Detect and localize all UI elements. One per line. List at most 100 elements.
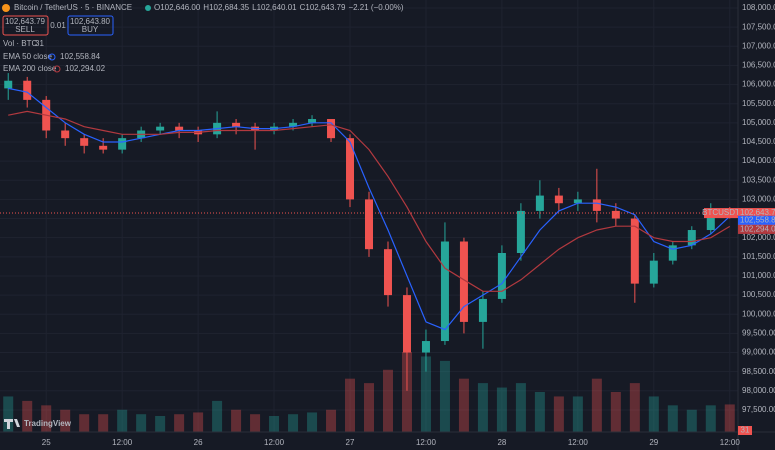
volume-bar <box>420 356 431 432</box>
volume-bar <box>3 396 14 432</box>
ohlc-label: O <box>154 3 160 12</box>
candle-body <box>402 295 411 353</box>
candle-body <box>592 199 601 211</box>
y-tick-label: 104,500.00 <box>742 137 775 146</box>
y-tick-label: 104,000.00 <box>742 156 775 165</box>
y-tick-label: 101,000.00 <box>742 271 775 280</box>
candle-body <box>516 210 525 253</box>
volume-bar <box>250 414 261 432</box>
volume-bar <box>288 414 299 432</box>
legend-entry: EMA 50 close <box>3 52 52 61</box>
legend-swatch <box>53 65 61 73</box>
candle-body <box>649 260 658 284</box>
ema-tag <box>738 215 775 225</box>
y-tick-label: 107,000.00 <box>742 41 775 50</box>
candle-body <box>23 80 32 100</box>
volume-bar <box>572 396 583 432</box>
volume-bar <box>553 396 564 432</box>
candle-body <box>630 218 639 284</box>
y-tick-label: 100,000.00 <box>742 309 775 318</box>
volume-bar <box>364 383 374 432</box>
volume-bar <box>326 409 337 432</box>
ohlc-label: L <box>252 3 257 12</box>
ema-tag <box>738 224 775 234</box>
status-dot <box>145 5 151 11</box>
volume-bar <box>136 414 147 432</box>
volume-bar <box>534 392 545 432</box>
volume-bar <box>705 405 716 432</box>
volume-bar <box>591 378 602 432</box>
sell-price: 102,643.79 <box>5 17 46 26</box>
candle-body <box>478 298 487 322</box>
volume-bar <box>724 404 735 432</box>
volume-bar <box>193 412 204 432</box>
candle-body <box>497 252 506 299</box>
ohlc-value: 102,684.35 <box>209 3 250 12</box>
y-tick-label: 107,500.00 <box>742 22 775 31</box>
buy-button[interactable] <box>67 15 114 36</box>
y-tick-label: 99,000.00 <box>742 348 775 357</box>
volume-tag-text: 31 <box>741 426 750 435</box>
ohlc-value: 102,643.79 <box>305 3 346 12</box>
ohlc-label: C <box>300 3 306 12</box>
volume-bar <box>648 396 659 432</box>
ema-tag-text: 102,558.84 <box>740 215 775 224</box>
y-tick-label: 108,000.00 <box>742 3 775 12</box>
candle-body <box>175 126 184 131</box>
legend-entry: EMA 200 close <box>3 64 57 73</box>
volume-bar <box>496 387 507 432</box>
x-tick-label: 25 <box>42 438 51 447</box>
candle-body <box>440 241 449 342</box>
candle-body <box>4 80 13 89</box>
x-tick-label: 27 <box>346 438 355 447</box>
candle-body <box>459 241 468 322</box>
y-tick-label: 106,000.00 <box>742 80 775 89</box>
y-tick-label: 100,500.00 <box>742 290 775 299</box>
volume-bar <box>345 378 356 432</box>
volume-legend-value: 31 <box>35 39 44 48</box>
candle-body <box>99 145 108 150</box>
buy-label: BUY <box>82 25 99 34</box>
candle-body <box>346 138 355 200</box>
volume-tag <box>738 426 752 435</box>
candle-body <box>668 245 677 261</box>
candle-body <box>80 138 89 146</box>
candle-body <box>156 126 165 131</box>
buy-price: 102,643.80 <box>70 17 111 26</box>
volume-bar <box>98 414 109 432</box>
symbol-title: Bitcoin / TetherUS · 5 · BINANCE <box>14 3 132 12</box>
volume-bar <box>401 352 412 432</box>
last-price-text: 102,643.79 <box>740 208 775 217</box>
candle-body <box>308 119 317 123</box>
candle-body <box>535 195 544 211</box>
y-tick-label: 103,500.00 <box>742 175 775 184</box>
volume-bar <box>41 405 52 432</box>
candle-body <box>118 138 127 150</box>
candle-body <box>706 210 715 231</box>
candle-body <box>687 230 696 246</box>
volume-bar <box>458 378 469 432</box>
volume-bar <box>60 409 71 432</box>
legend-swatch <box>48 53 56 61</box>
y-tick-label: 102,000.00 <box>742 233 775 242</box>
sell-button[interactable] <box>2 15 49 36</box>
candle-body <box>232 122 241 127</box>
candle-body <box>383 249 392 296</box>
candle-body <box>61 130 70 139</box>
spread: 0.01 <box>50 21 66 30</box>
x-tick-label: 12:00 <box>416 438 437 447</box>
x-tick-label: 29 <box>649 438 658 447</box>
y-tick-label: 99,500.00 <box>742 328 775 337</box>
volume-bar <box>155 416 166 432</box>
y-tick-label: 105,000.00 <box>742 118 775 127</box>
ema-line <box>8 87 731 331</box>
y-tick-label: 105,500.00 <box>742 99 775 108</box>
legend-value: 102,294.02 <box>65 64 106 73</box>
volume-bar <box>212 400 223 432</box>
symbol-tag-text: BTCUSDT <box>702 208 740 217</box>
x-tick-label: 12:00 <box>264 438 285 447</box>
ema-line <box>8 110 731 292</box>
ohlc-value: 102,646.00 <box>160 3 201 12</box>
volume-bar <box>382 369 393 432</box>
